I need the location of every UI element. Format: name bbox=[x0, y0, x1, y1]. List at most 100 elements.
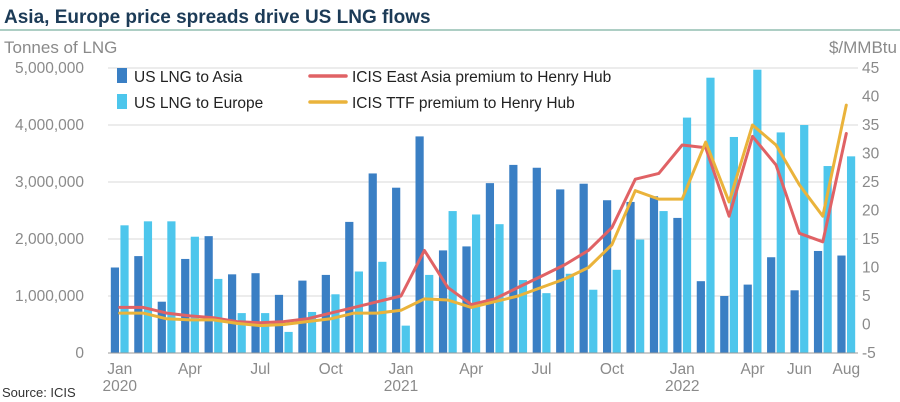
legend-label-east-asia: ICIS East Asia premium to Henry Hub bbox=[352, 69, 611, 86]
right-tick-label: 35 bbox=[862, 117, 879, 134]
bar-europe bbox=[167, 221, 176, 353]
bar-asia bbox=[438, 250, 448, 353]
bar-europe bbox=[706, 77, 715, 353]
x-tick-label: Apr bbox=[740, 361, 764, 378]
bar-europe bbox=[846, 156, 856, 353]
x-tick-label: Aug bbox=[832, 361, 860, 378]
left-tick-label: 1,000,000 bbox=[15, 288, 84, 305]
right-tick-label: -5 bbox=[862, 345, 876, 362]
x-tick-year-label: 2021 bbox=[384, 378, 418, 395]
bar-europe bbox=[636, 239, 645, 353]
bar-europe bbox=[237, 313, 246, 353]
right-tick-label: 30 bbox=[862, 146, 880, 163]
bar-europe bbox=[378, 261, 387, 353]
x-tick-label: Jun bbox=[787, 361, 812, 378]
bar-asia bbox=[696, 281, 705, 353]
right-tick-label: 15 bbox=[862, 231, 879, 248]
bars bbox=[110, 69, 856, 354]
right-tick-label: 25 bbox=[862, 174, 879, 191]
bar-europe bbox=[448, 211, 457, 353]
left-tick-label: 2,000,000 bbox=[15, 231, 84, 248]
bar-asia bbox=[556, 189, 565, 353]
left-tick-label: 0 bbox=[75, 345, 84, 362]
bar-europe bbox=[401, 325, 410, 353]
legend-swatch-asia bbox=[117, 68, 127, 83]
bar-europe bbox=[495, 224, 504, 353]
bar-asia bbox=[368, 173, 377, 353]
bar-europe bbox=[729, 136, 738, 353]
right-tick-label: 0 bbox=[862, 317, 871, 334]
legend-label-europe: US LNG to Europe bbox=[134, 95, 263, 112]
legend-label-ttf: ICIS TTF premium to Henry Hub bbox=[352, 95, 575, 112]
line-ttf bbox=[118, 103, 848, 328]
x-tick-label: Jul bbox=[250, 361, 270, 378]
bar-asia bbox=[485, 183, 495, 353]
bar-asia bbox=[673, 217, 682, 353]
bar-europe bbox=[307, 311, 317, 353]
chart-title: Asia, Europe price spreads drive US LNG … bbox=[4, 7, 431, 28]
bar-asia bbox=[298, 280, 307, 353]
bar-europe bbox=[143, 221, 153, 353]
bar-asia bbox=[157, 301, 166, 353]
legend-swatch-europe bbox=[117, 94, 127, 109]
x-tick-label: Jan bbox=[388, 361, 413, 378]
x-tick-label: Jan bbox=[670, 361, 695, 378]
x-tick-label: Apr bbox=[178, 361, 202, 378]
right-axis-label: $/MMBtu bbox=[829, 38, 897, 57]
x-tick-year-label: 2022 bbox=[665, 378, 699, 395]
bar-asia bbox=[743, 284, 752, 353]
bar-asia bbox=[251, 273, 260, 353]
bar-europe bbox=[823, 166, 832, 353]
bar-europe bbox=[753, 69, 762, 354]
x-tick-label: Jan bbox=[107, 361, 132, 378]
x-tick-label: Oct bbox=[600, 361, 625, 378]
x-tick-year-label: 2020 bbox=[102, 378, 137, 395]
line-east-asia bbox=[118, 132, 848, 325]
bar-asia bbox=[415, 136, 424, 353]
source-note: Source: ICIS bbox=[2, 385, 76, 400]
bar-asia bbox=[392, 187, 401, 353]
right-tick-label: 45 bbox=[862, 60, 879, 77]
bar-asia bbox=[181, 258, 190, 353]
left-tick-label: 5,000,000 bbox=[15, 60, 84, 77]
bar-europe bbox=[425, 274, 434, 353]
bar-europe bbox=[776, 132, 785, 353]
left-axis: 0 1,000,000 2,000,000 3,000,000 4,000,000 5,0… bbox=[15, 60, 84, 362]
bar-europe bbox=[612, 269, 621, 353]
bar-asia bbox=[509, 164, 518, 353]
right-tick-label: 40 bbox=[862, 89, 880, 106]
bar-asia bbox=[720, 296, 729, 353]
bar-europe bbox=[471, 214, 481, 353]
right-tick-label: 20 bbox=[862, 203, 880, 220]
bar-asia bbox=[345, 221, 354, 353]
bar-europe bbox=[800, 125, 809, 353]
bar-asia bbox=[603, 200, 612, 353]
lines bbox=[118, 103, 848, 328]
x-tick-label: Jul bbox=[532, 361, 552, 378]
bar-europe bbox=[190, 236, 199, 353]
bar-europe bbox=[120, 225, 129, 353]
legend-label-asia: US LNG to Asia bbox=[134, 69, 243, 86]
bar-europe bbox=[565, 273, 574, 353]
bar-asia bbox=[228, 274, 237, 353]
bar-asia bbox=[134, 256, 143, 353]
legend: US LNG to Asia US LNG to Europe ICIS Eas… bbox=[117, 68, 611, 112]
bar-asia bbox=[626, 201, 635, 353]
right-axis: -5 0 5 10 15 20 25 30 35 40 45 bbox=[862, 60, 880, 362]
left-tick-label: 3,000,000 bbox=[15, 174, 84, 191]
bar-asia bbox=[790, 290, 799, 353]
bar-europe bbox=[261, 313, 270, 353]
x-tick-label: Oct bbox=[319, 361, 344, 378]
left-tick-label: 4,000,000 bbox=[15, 117, 84, 134]
bar-europe bbox=[331, 294, 340, 353]
bar-europe bbox=[284, 331, 293, 353]
bar-europe bbox=[682, 117, 692, 353]
left-axis-label: Tonnes of LNG bbox=[4, 38, 117, 57]
bar-asia bbox=[837, 255, 846, 353]
bar-europe bbox=[659, 211, 668, 353]
bar-europe bbox=[214, 278, 223, 353]
bar-asia bbox=[110, 267, 120, 353]
bar-europe bbox=[542, 293, 551, 353]
